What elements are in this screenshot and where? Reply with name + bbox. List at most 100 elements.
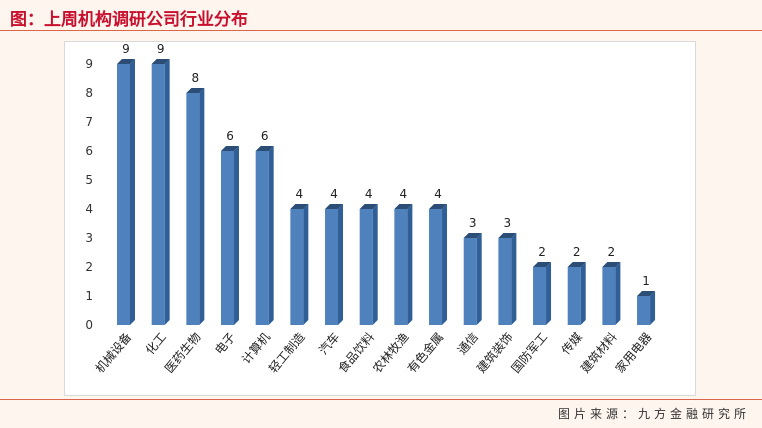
bar bbox=[463, 233, 482, 325]
y-tick-label: 6 bbox=[85, 144, 93, 158]
bar-side bbox=[650, 291, 656, 325]
bar-front bbox=[186, 93, 200, 325]
data-label: 2 bbox=[608, 245, 616, 259]
data-label: 6 bbox=[261, 129, 269, 143]
bar-side bbox=[407, 204, 413, 325]
category-label: 传媒 bbox=[558, 329, 585, 357]
data-label: 9 bbox=[157, 42, 165, 56]
bar-top bbox=[498, 233, 517, 238]
bar-front bbox=[498, 238, 512, 325]
bar-side bbox=[338, 204, 344, 325]
bar-top bbox=[221, 146, 240, 151]
category-label: 化工 bbox=[143, 330, 169, 357]
data-label: 6 bbox=[226, 129, 234, 143]
bar bbox=[567, 262, 586, 325]
bar-front bbox=[359, 209, 373, 325]
category-label: 汽车 bbox=[315, 329, 342, 357]
data-label: 8 bbox=[192, 71, 200, 85]
bar bbox=[186, 88, 205, 325]
page-title: 图：上周机构调研公司行业分布 bbox=[10, 10, 248, 30]
bar-front bbox=[290, 209, 304, 325]
bar-front bbox=[151, 64, 165, 325]
category-label: 医药生物 bbox=[162, 330, 204, 376]
bar-side bbox=[476, 233, 482, 325]
bar-front bbox=[117, 64, 130, 325]
bar-side bbox=[372, 204, 378, 325]
data-label: 4 bbox=[365, 187, 373, 201]
bar-side bbox=[615, 262, 621, 325]
y-tick-label: 5 bbox=[85, 173, 93, 187]
data-label: 2 bbox=[573, 245, 581, 259]
category-label: 有色金属 bbox=[404, 329, 446, 375]
data-label: 4 bbox=[400, 187, 408, 201]
category-label: 轻工制造 bbox=[266, 330, 308, 376]
category-label: 建筑材料 bbox=[577, 329, 619, 375]
y-tick-label: 2 bbox=[85, 260, 93, 274]
bar-top bbox=[255, 146, 274, 151]
data-label: 9 bbox=[122, 42, 130, 56]
bar bbox=[151, 59, 170, 325]
category-label: 计算机 bbox=[238, 329, 273, 366]
bar-top bbox=[325, 204, 344, 209]
bar bbox=[637, 291, 656, 325]
y-tick-label: 7 bbox=[85, 115, 93, 129]
bar-side bbox=[511, 233, 517, 325]
bar bbox=[533, 262, 552, 325]
footer-divider bbox=[0, 399, 762, 400]
category-label: 家用电器 bbox=[612, 329, 654, 375]
bar-side bbox=[442, 204, 448, 325]
bar-front bbox=[255, 151, 269, 325]
category-label: 机械设备 bbox=[92, 329, 134, 375]
bar bbox=[394, 204, 413, 325]
bar bbox=[221, 146, 240, 325]
bar-side bbox=[303, 204, 309, 325]
data-label: 4 bbox=[330, 187, 338, 201]
y-tick-label: 3 bbox=[85, 231, 93, 245]
data-labels: 9 9 8 6 6 4 4 4 4 4 3 3 2 2 2 1 bbox=[122, 42, 650, 288]
y-tick-label: 4 bbox=[85, 202, 93, 216]
data-label: 4 bbox=[296, 187, 304, 201]
source-note: 图片来源：九方金融研究所 bbox=[557, 407, 750, 421]
bar bbox=[602, 262, 621, 325]
bar-top bbox=[463, 233, 482, 238]
bar-side bbox=[234, 146, 240, 325]
bar bbox=[255, 146, 274, 325]
bar-side bbox=[546, 262, 552, 325]
category-label: 电子 bbox=[212, 330, 238, 357]
bar-front bbox=[637, 296, 651, 325]
bar bbox=[429, 204, 448, 325]
bar-side bbox=[268, 146, 274, 325]
bar-top bbox=[394, 204, 413, 209]
data-label: 3 bbox=[469, 216, 477, 230]
bar-top bbox=[429, 204, 448, 209]
header-bar: 图：上周机构调研公司行业分布 bbox=[0, 0, 762, 31]
bar bbox=[117, 59, 135, 325]
bar-top bbox=[290, 204, 309, 209]
bar-top bbox=[602, 262, 621, 267]
bar bbox=[290, 204, 309, 325]
y-tick-label: 9 bbox=[85, 57, 93, 71]
category-label: 农林牧渔 bbox=[370, 330, 412, 376]
bar bbox=[498, 233, 517, 325]
bar-front bbox=[429, 209, 443, 325]
category-label: 国防军工 bbox=[508, 329, 550, 375]
bar-front bbox=[567, 267, 581, 325]
data-label: 1 bbox=[642, 274, 650, 288]
bar-side bbox=[199, 88, 205, 325]
y-tick-label: 8 bbox=[85, 86, 93, 100]
bar-front bbox=[463, 238, 477, 325]
bar-top bbox=[567, 262, 586, 267]
y-axis: 0 1 2 3 4 5 6 7 8 9 bbox=[85, 57, 93, 332]
bar-top bbox=[186, 88, 205, 93]
bar-top bbox=[151, 59, 170, 64]
bar-front bbox=[221, 151, 235, 325]
bar-front bbox=[325, 209, 339, 325]
data-label: 2 bbox=[538, 245, 546, 259]
bar-side bbox=[164, 59, 170, 325]
category-label: 食品饮料 bbox=[335, 329, 377, 375]
bar-top bbox=[359, 204, 378, 209]
bar bbox=[359, 204, 378, 325]
category-label: 通信 bbox=[455, 330, 481, 357]
